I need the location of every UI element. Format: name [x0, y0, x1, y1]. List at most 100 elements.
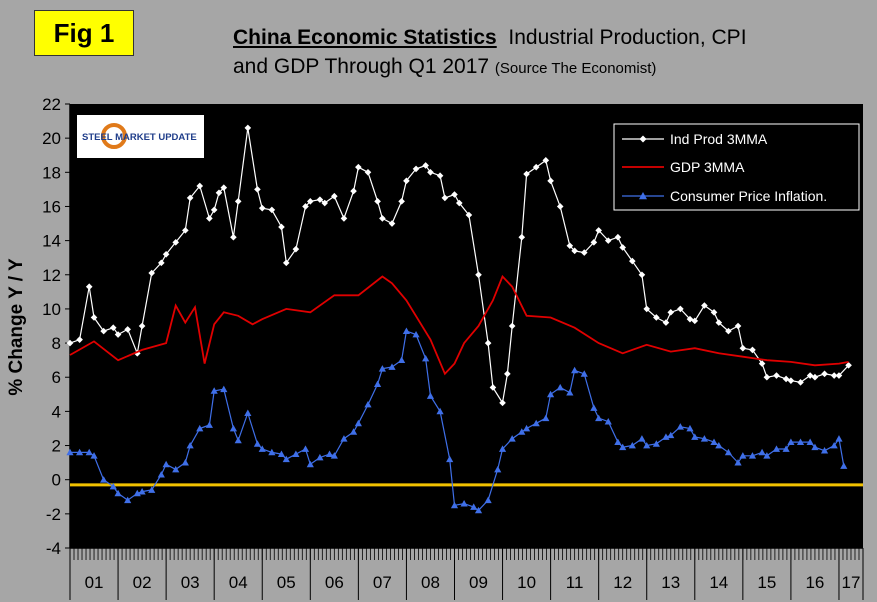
- x-year-label: 14: [709, 573, 728, 592]
- cpi-point: [172, 465, 180, 473]
- ind-prod-point: [403, 177, 410, 185]
- cpi-point: [402, 327, 411, 335]
- ind-prod-point: [734, 322, 742, 330]
- ind-prod-point: [643, 305, 651, 313]
- cpi-point: [292, 450, 300, 457]
- cpi-point: [522, 424, 531, 432]
- y-tick-label: 22: [42, 95, 61, 114]
- legend-label-cpi: Consumer Price Inflation.: [670, 188, 827, 204]
- ind-prod-point: [230, 233, 237, 241]
- x-year-label: 01: [85, 573, 104, 592]
- ind-prod-point: [133, 350, 141, 357]
- x-year-label: 09: [469, 573, 488, 592]
- cpi-point: [806, 438, 814, 446]
- cpi-point: [571, 366, 579, 374]
- cpi-point: [739, 452, 747, 459]
- ind-prod-point: [379, 215, 386, 222]
- ind-prod-point: [821, 370, 828, 378]
- ind-prod-point: [374, 198, 381, 205]
- ind-prod-point: [715, 319, 723, 326]
- ind-prod-point: [797, 379, 804, 386]
- title-line-1: China Economic Statistics Industrial Pro…: [233, 23, 853, 52]
- cpi-point: [748, 452, 757, 459]
- cpi-point: [758, 448, 766, 456]
- ind-prod-point: [292, 245, 300, 253]
- cpi-point: [830, 441, 838, 449]
- ind-prod-point: [422, 162, 429, 169]
- legend-label-ind-prod: Ind Prod 3MMA: [670, 131, 768, 147]
- ind-prod-point: [90, 314, 98, 321]
- ind-prod-point: [186, 194, 194, 202]
- cpi-point: [277, 450, 286, 457]
- cpi-point: [354, 419, 362, 427]
- cpi-point: [518, 428, 526, 435]
- ind-prod-point: [590, 239, 598, 246]
- cpi-point: [638, 435, 646, 442]
- ind-prod-point: [158, 259, 165, 267]
- y-tick-label: 6: [52, 368, 61, 387]
- ind-prod-point: [412, 165, 420, 173]
- cpi-point: [436, 407, 444, 415]
- ind-prod-point: [350, 187, 357, 195]
- title-source: (Source The Economist): [494, 60, 657, 77]
- ind-prod-point: [76, 336, 83, 343]
- cpi-point: [133, 489, 141, 497]
- title-main: China Economic Statistics: [233, 26, 497, 49]
- ind-prod-point: [138, 322, 146, 330]
- ind-prod-point: [282, 259, 290, 267]
- cpi-point: [114, 489, 122, 497]
- ind-prod-point: [701, 302, 708, 309]
- cpi-point: [796, 438, 805, 446]
- ind-prod-point: [302, 203, 309, 210]
- ind-prod-point: [758, 360, 766, 367]
- ind-prod-point: [220, 184, 228, 191]
- cpi-point: [763, 452, 771, 459]
- cpi-point: [460, 500, 468, 507]
- ind-prod-point: [148, 269, 156, 277]
- ind-prod-point: [124, 326, 131, 333]
- x-year-label: 03: [181, 573, 200, 592]
- ind-prod-point: [162, 250, 170, 258]
- cpi-point: [306, 460, 314, 468]
- cpi-point: [604, 418, 612, 425]
- cpi-point: [422, 354, 430, 362]
- ind-prod-point: [210, 206, 218, 214]
- cpi-point: [258, 445, 266, 452]
- y-tick-label: 8: [52, 334, 61, 353]
- ind-prod-point: [653, 314, 660, 321]
- ind-prod-point: [398, 198, 405, 205]
- cpi-point: [734, 459, 742, 466]
- y-tick-label: 16: [42, 197, 61, 216]
- cpi-point: [652, 440, 660, 447]
- ind-prod-point: [484, 339, 492, 347]
- x-year-label: 12: [613, 573, 632, 592]
- cpi-point: [340, 435, 348, 442]
- cpi-point: [66, 448, 74, 456]
- gdp-series-line: [69, 274, 849, 376]
- ind-prod-point: [109, 324, 117, 332]
- cpi-point: [196, 424, 204, 432]
- ind-prod-point: [234, 198, 242, 205]
- cpi-point: [378, 365, 386, 372]
- cpi-point: [364, 400, 372, 408]
- ind-prod-point: [215, 189, 223, 197]
- ind-prod-point: [508, 322, 516, 330]
- ind-prod-point: [388, 220, 396, 227]
- ind-prod-point: [835, 372, 843, 379]
- logo-ring-icon: [101, 123, 127, 149]
- cpi-point: [595, 414, 603, 422]
- cpi-point: [234, 436, 242, 444]
- cpi-point: [220, 385, 228, 393]
- ind-prod-point: [244, 124, 252, 132]
- y-tick-label: 0: [52, 471, 61, 490]
- ind-prod-point: [206, 215, 213, 222]
- ind-prod-point: [787, 377, 795, 384]
- cpi-point: [450, 501, 459, 509]
- cpi-point: [210, 387, 218, 394]
- y-axis-label: % Change Y / Y: [6, 258, 27, 396]
- cpi-point: [388, 363, 396, 370]
- ind-prod-point: [677, 305, 684, 313]
- ind-prod-point: [489, 384, 497, 391]
- ind-prod-point: [499, 399, 506, 407]
- cpi-point: [643, 441, 651, 449]
